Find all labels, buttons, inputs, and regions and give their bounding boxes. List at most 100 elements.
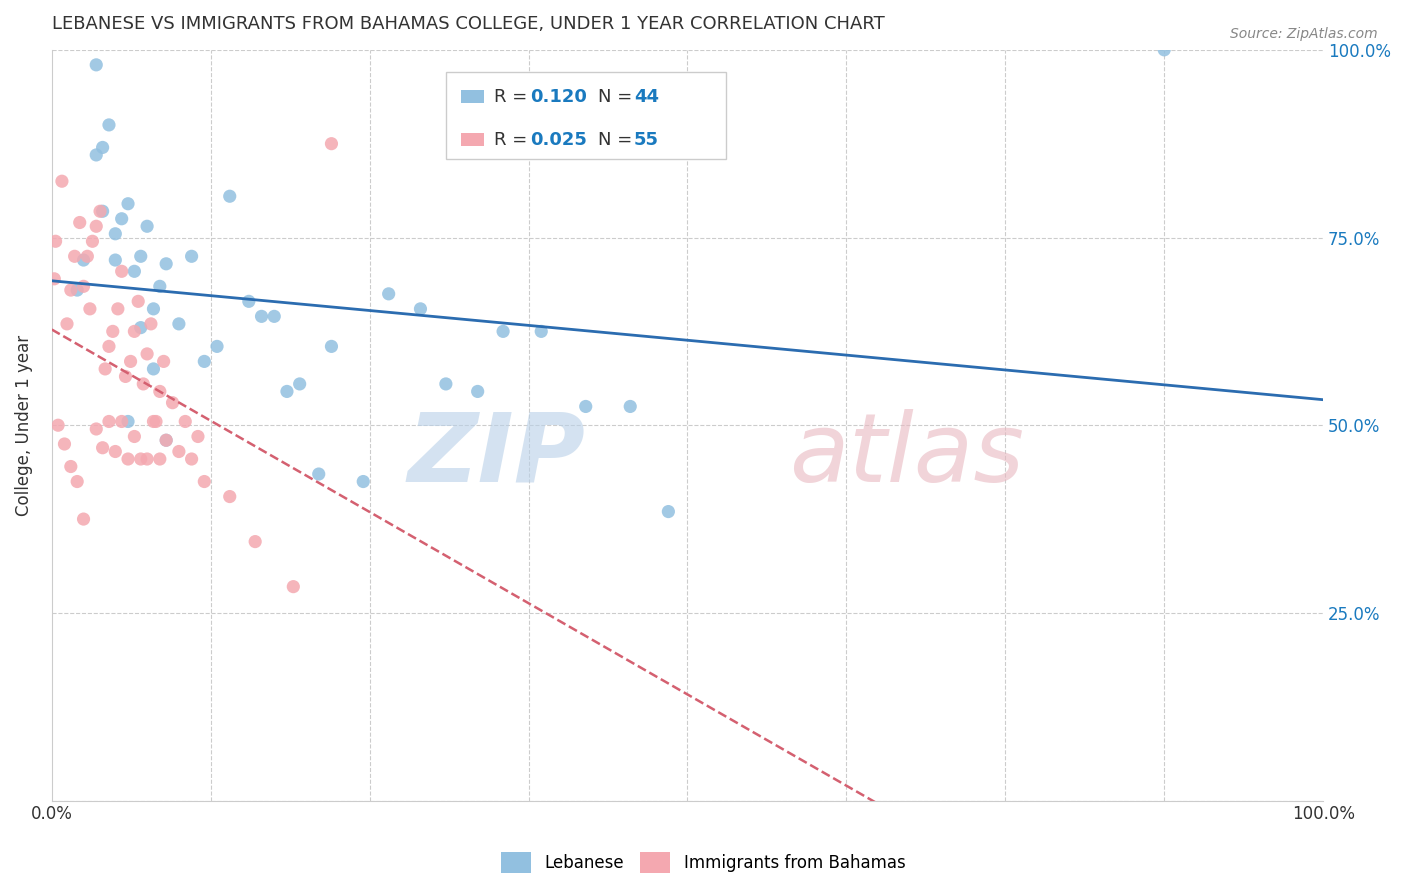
Point (1153, 43, 1175, 57)
Point (132, 376, 155, 391)
Point (167, 317, 190, 331)
Point (120, 354, 142, 368)
Point (321, 339, 343, 353)
Text: N =: N = (599, 87, 638, 105)
Point (72, 253, 94, 268)
Point (127, 294, 149, 309)
Point (321, 136, 343, 151)
Point (72, 279, 94, 293)
Point (124, 324, 146, 338)
Point (63, 249, 86, 263)
Text: R =: R = (494, 87, 533, 105)
Point (104, 253, 127, 268)
Point (619, 400, 641, 414)
Text: R =: R = (494, 131, 533, 149)
Point (91, 204, 114, 219)
Text: N =: N = (599, 131, 638, 149)
Point (97, 118, 120, 132)
Text: 0.120: 0.120 (530, 87, 586, 105)
Point (238, 294, 260, 309)
Point (139, 317, 162, 331)
Point (51, 174, 73, 188)
FancyBboxPatch shape (461, 133, 484, 146)
Point (243, 534, 266, 549)
Point (66, 283, 89, 297)
Point (89, 204, 111, 219)
Point (111, 264, 134, 278)
Point (193, 354, 215, 368)
Point (434, 376, 457, 391)
Point (53, 437, 76, 451)
Y-axis label: College, Under 1 year: College, Under 1 year (15, 334, 32, 516)
Point (218, 189, 240, 203)
Point (56, 317, 79, 331)
Point (174, 415, 197, 429)
Point (59, 283, 82, 297)
Point (69, 215, 91, 229)
Point (136, 452, 159, 467)
Point (117, 452, 139, 467)
Text: 55: 55 (634, 131, 659, 149)
Point (149, 384, 172, 399)
Point (104, 444, 127, 458)
Legend: Lebanese, Immigrants from Bahamas: Lebanese, Immigrants from Bahamas (494, 846, 912, 880)
Point (263, 310, 285, 324)
Point (84, 148, 107, 162)
Point (84, 422, 107, 436)
Point (84, 219, 107, 234)
Point (124, 264, 146, 278)
Point (530, 324, 553, 338)
Point (155, 434, 177, 448)
Point (129, 249, 152, 263)
Point (101, 324, 124, 338)
Point (142, 362, 165, 376)
Point (149, 452, 172, 467)
Point (104, 227, 127, 241)
Point (657, 505, 679, 519)
Point (193, 475, 215, 489)
Point (352, 475, 374, 489)
Point (91, 140, 114, 154)
Point (575, 400, 598, 414)
Point (180, 452, 202, 467)
Point (283, 580, 305, 594)
Point (180, 249, 202, 263)
Point (145, 415, 167, 429)
Point (79, 301, 101, 316)
Point (59, 459, 82, 474)
Point (492, 324, 515, 338)
Point (107, 301, 129, 316)
Text: ZIP: ZIP (408, 409, 586, 502)
Point (97, 339, 120, 353)
Point (45, 234, 67, 248)
Text: 0.025: 0.025 (530, 131, 586, 149)
Point (111, 415, 134, 429)
Point (84, 58, 107, 72)
Point (187, 429, 209, 443)
Point (142, 301, 165, 316)
Point (167, 444, 190, 458)
Point (308, 467, 330, 481)
Point (97, 415, 120, 429)
Text: Source: ZipAtlas.com: Source: ZipAtlas.com (1230, 27, 1378, 41)
Point (129, 452, 152, 467)
Point (82, 234, 104, 248)
Point (44, 272, 66, 286)
Point (136, 219, 159, 234)
Point (124, 429, 146, 443)
Point (218, 490, 240, 504)
Point (142, 415, 165, 429)
Point (205, 339, 228, 353)
Point (91, 441, 114, 455)
FancyBboxPatch shape (446, 72, 725, 159)
Point (162, 395, 184, 409)
Point (111, 211, 134, 226)
Text: LEBANESE VS IMMIGRANTS FROM BAHAMAS COLLEGE, UNDER 1 YEAR CORRELATION CHART: LEBANESE VS IMMIGRANTS FROM BAHAMAS COLL… (52, 15, 884, 33)
Point (129, 320, 152, 334)
Point (467, 384, 489, 399)
Point (114, 369, 136, 384)
Text: atlas: atlas (789, 409, 1024, 502)
Text: 44: 44 (634, 87, 659, 105)
Point (155, 257, 177, 271)
Point (377, 286, 399, 301)
